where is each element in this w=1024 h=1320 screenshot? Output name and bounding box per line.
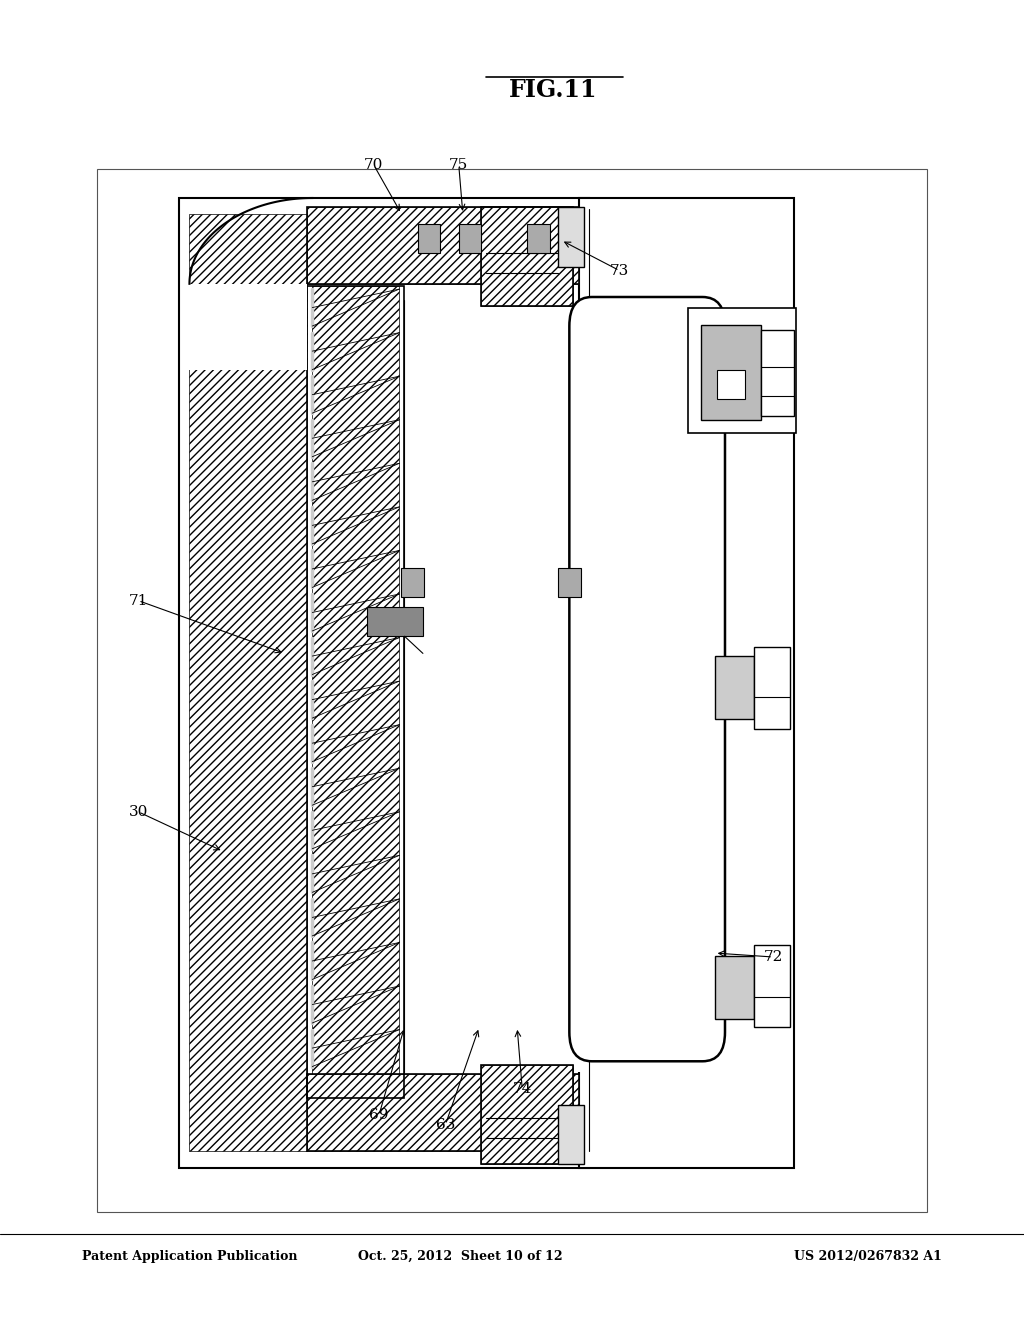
Bar bbox=[307, 1074, 579, 1151]
Bar bbox=[97, 169, 927, 1212]
Bar bbox=[189, 284, 307, 370]
Bar bbox=[481, 207, 573, 306]
Bar bbox=[307, 1074, 579, 1151]
Bar bbox=[307, 286, 404, 1098]
Bar bbox=[481, 1065, 573, 1164]
FancyBboxPatch shape bbox=[569, 297, 725, 1061]
Bar bbox=[312, 286, 399, 1098]
Bar bbox=[701, 325, 761, 420]
Bar bbox=[754, 647, 790, 729]
Bar bbox=[715, 956, 754, 1019]
Text: US 2012/0267832 A1: US 2012/0267832 A1 bbox=[795, 1250, 942, 1263]
Text: 71: 71 bbox=[129, 594, 147, 607]
Bar bbox=[599, 372, 676, 993]
Bar bbox=[307, 207, 579, 284]
Bar bbox=[481, 1065, 573, 1164]
Bar bbox=[418, 224, 440, 253]
Bar bbox=[717, 370, 745, 399]
Text: 74: 74 bbox=[513, 1082, 531, 1096]
Bar bbox=[558, 1105, 584, 1164]
Bar bbox=[527, 224, 550, 253]
Bar bbox=[688, 308, 796, 433]
Text: 72: 72 bbox=[764, 950, 782, 964]
Bar bbox=[558, 207, 584, 267]
Text: Oct. 25, 2012  Sheet 10 of 12: Oct. 25, 2012 Sheet 10 of 12 bbox=[358, 1250, 563, 1263]
Bar bbox=[367, 607, 423, 636]
Text: 63: 63 bbox=[436, 1118, 455, 1131]
Bar bbox=[459, 224, 481, 253]
Text: FIG.11: FIG.11 bbox=[509, 78, 597, 102]
Text: 69: 69 bbox=[369, 1109, 389, 1122]
Bar bbox=[404, 300, 587, 1072]
Text: Patent Application Publication: Patent Application Publication bbox=[82, 1250, 297, 1263]
Bar bbox=[579, 198, 794, 1168]
Bar bbox=[754, 945, 790, 1027]
Bar bbox=[558, 568, 581, 597]
Bar bbox=[761, 330, 794, 416]
Text: 73: 73 bbox=[610, 264, 629, 277]
Text: 70: 70 bbox=[365, 158, 383, 172]
Bar bbox=[401, 568, 424, 597]
Bar bbox=[189, 214, 307, 1151]
Bar bbox=[307, 207, 579, 284]
Bar bbox=[715, 656, 754, 719]
Text: 30: 30 bbox=[129, 805, 147, 818]
Text: 75: 75 bbox=[450, 158, 468, 172]
Bar bbox=[179, 198, 589, 1168]
Bar bbox=[481, 207, 573, 306]
